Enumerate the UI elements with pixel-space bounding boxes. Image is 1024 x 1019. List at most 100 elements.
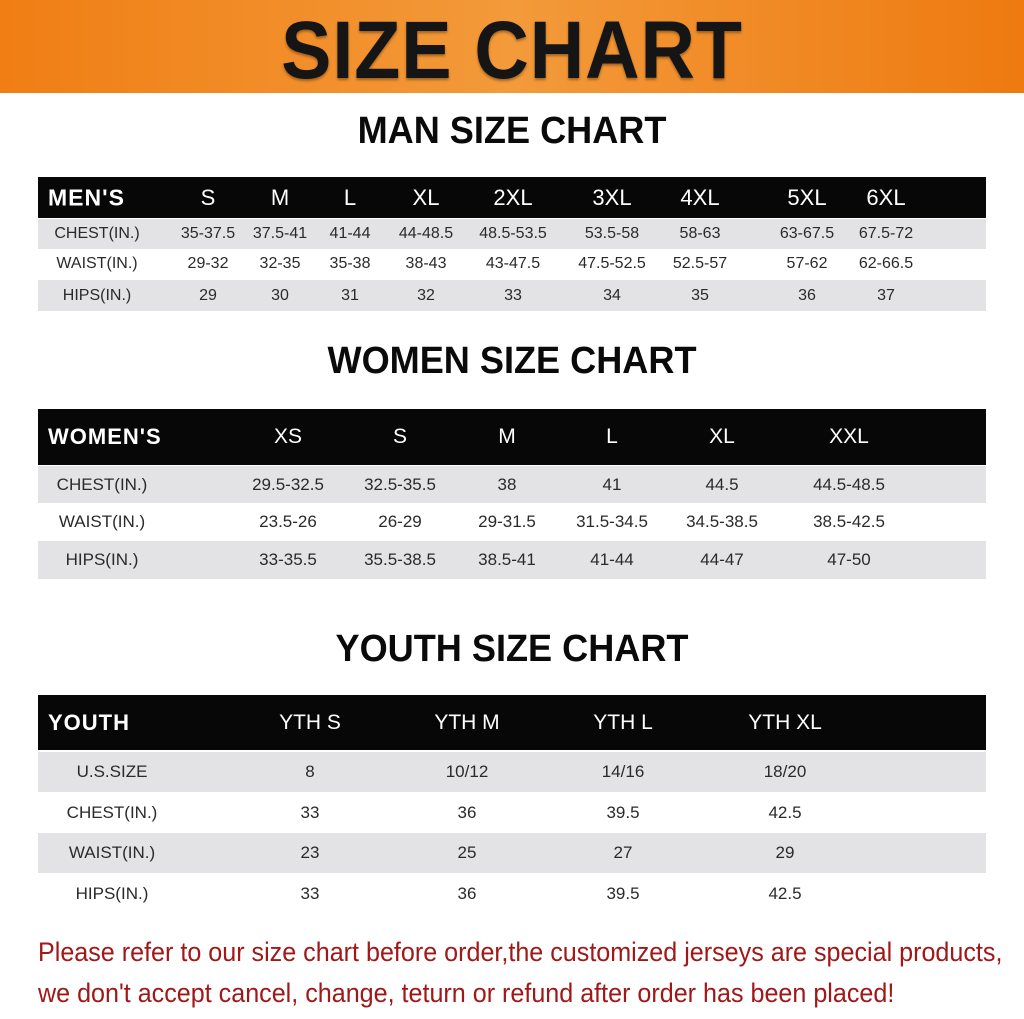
table-cell: 27 xyxy=(613,843,633,862)
row-label: CHEST(IN.) xyxy=(66,803,158,822)
table-cell: 32 xyxy=(417,286,435,304)
size-header-cell: S xyxy=(392,425,408,448)
table-cell: 48.5-53.5 xyxy=(479,225,547,242)
size-header-cell: M xyxy=(498,425,516,448)
table-cell: 29-31.5 xyxy=(478,511,536,531)
table-cell: 18/20 xyxy=(763,762,807,781)
table-cell: 23 xyxy=(300,843,320,862)
size-chart-banner: SIZE CHART xyxy=(0,0,1024,96)
row-label: CHEST(IN.) xyxy=(54,225,140,242)
table-cell: 58-63 xyxy=(679,225,721,242)
table-header-row: MEN'S S M L XL 2XL 3XL 4XL 5XL 6XL xyxy=(38,177,986,218)
table-row: CHEST(IN.) 33 36 39.5 42.5 xyxy=(38,793,986,833)
table-header-row: YOUTH YTH S YTH M YTH L YTH XL xyxy=(38,695,986,750)
table-cell: 39.5 xyxy=(606,884,640,903)
row-label: CHEST(IN.) xyxy=(56,474,148,494)
table-cell: 36 xyxy=(798,286,816,304)
size-header-cell: 6XL xyxy=(866,184,906,210)
table-cell: 57-62 xyxy=(786,255,828,272)
size-header-cell: YTH S xyxy=(279,710,341,734)
table-cell: 42.5 xyxy=(768,884,802,903)
table-cell: 35 xyxy=(691,286,709,304)
table-row: WAIST(IN.) 23 25 27 29 xyxy=(38,833,986,873)
table-cell: 31 xyxy=(341,286,359,304)
table-header-label: WOMEN'S xyxy=(48,424,162,449)
row-label: WAIST(IN.) xyxy=(56,255,138,272)
table-cell: 33 xyxy=(300,884,320,903)
table-cell: 25 xyxy=(457,843,477,862)
table-cell: 67.5-72 xyxy=(858,225,914,242)
row-label: HIPS(IN.) xyxy=(75,884,149,903)
size-header-cell: S xyxy=(200,184,216,210)
table-cell: 44-47 xyxy=(700,550,744,569)
table-cell: 33 xyxy=(504,286,522,304)
women-section-title: WOMEN SIZE CHART xyxy=(327,340,697,382)
notice-line-2: we don't accept cancel, change, teturn o… xyxy=(38,978,895,1008)
table-cell: 32-35 xyxy=(259,255,301,272)
size-header-cell: M xyxy=(270,184,290,210)
table-cell: 10/12 xyxy=(445,762,489,781)
table-header-label: MEN'S xyxy=(48,184,125,210)
table-cell: 29 xyxy=(199,286,217,304)
table-cell: 44-48.5 xyxy=(398,225,454,242)
table-row: HIPS(IN.) 29 30 31 32 33 34 35 36 37 xyxy=(38,280,986,311)
table-cell: 23.5-26 xyxy=(259,511,317,531)
table-cell: 44.5-48.5 xyxy=(813,474,885,494)
size-header-cell: 2XL xyxy=(493,184,533,210)
table-cell: 62-66.5 xyxy=(858,255,914,272)
size-header-cell: 4XL xyxy=(680,184,720,210)
table-cell: 41-44 xyxy=(329,225,371,242)
youth-section-title: YOUTH SIZE CHART xyxy=(335,628,689,670)
table-row: HIPS(IN.) 33-35.5 35.5-38.5 38.5-41 41-44 44-… xyxy=(38,541,986,579)
banner-title: SIZE CHART xyxy=(281,5,743,96)
table-cell: 38.5-41 xyxy=(478,550,536,569)
size-header-cell: XL xyxy=(709,425,735,448)
table-header-label: YOUTH xyxy=(48,709,130,735)
table-cell: 36 xyxy=(457,884,477,903)
table-cell: 34 xyxy=(603,286,621,304)
table-cell: 29 xyxy=(775,843,795,862)
table-cell: 63-67.5 xyxy=(779,225,835,242)
table-cell: 37.5-41 xyxy=(252,225,308,242)
table-cell: 44.5 xyxy=(705,474,739,494)
table-cell: 14/16 xyxy=(601,762,645,781)
table-cell: 41-44 xyxy=(590,550,634,569)
size-header-cell: L xyxy=(606,425,618,448)
table-cell: 37 xyxy=(877,286,895,304)
table-cell: 26-29 xyxy=(378,511,422,531)
table-cell: 38 xyxy=(497,474,517,494)
size-header-cell: L xyxy=(343,184,357,210)
table-row: WAIST(IN.) 23.5-26 26-29 29-31.5 31.5-34.5 34… xyxy=(38,503,986,540)
row-label: WAIST(IN.) xyxy=(58,511,146,531)
table-cell: 8 xyxy=(305,762,315,781)
table-cell: 33-35.5 xyxy=(259,550,317,569)
men-section-title: MAN SIZE CHART xyxy=(357,110,667,152)
table-header-row: WOMEN'S XS S M L XL XXL xyxy=(38,409,986,465)
table-row: U.S.SIZE 8 10/12 14/16 18/20 xyxy=(38,752,986,792)
table-cell: 31.5-34.5 xyxy=(576,511,648,531)
table-cell: 35-37.5 xyxy=(180,225,236,242)
size-header-cell: YTH M xyxy=(434,710,500,734)
notice-line-1: Please refer to our size chart before or… xyxy=(38,937,1003,967)
table-cell: 38.5-42.5 xyxy=(813,511,885,531)
table-cell: 36 xyxy=(457,803,477,822)
size-header-cell: YTH XL xyxy=(748,710,822,734)
row-label: WAIST(IN.) xyxy=(68,843,156,862)
row-label: HIPS(IN.) xyxy=(62,286,132,304)
table-cell: 42.5 xyxy=(768,803,802,822)
size-header-cell: 5XL xyxy=(787,184,827,210)
table-cell: 47.5-52.5 xyxy=(578,255,646,272)
size-header-cell: 3XL xyxy=(592,184,632,210)
table-cell: 43-47.5 xyxy=(485,255,541,272)
table-cell: 33 xyxy=(300,803,320,822)
table-cell: 35.5-38.5 xyxy=(364,550,436,569)
table-cell: 34.5-38.5 xyxy=(686,511,758,531)
row-label: U.S.SIZE xyxy=(76,762,148,781)
table-cell: 29.5-32.5 xyxy=(252,474,324,494)
table-cell: 53.5-58 xyxy=(584,225,640,242)
size-header-cell: YTH L xyxy=(593,710,653,734)
row-label: HIPS(IN.) xyxy=(65,550,139,569)
table-row: HIPS(IN.) 33 36 39.5 42.5 xyxy=(38,874,986,914)
table-cell: 47-50 xyxy=(827,550,871,569)
table-cell: 35-38 xyxy=(329,255,371,272)
